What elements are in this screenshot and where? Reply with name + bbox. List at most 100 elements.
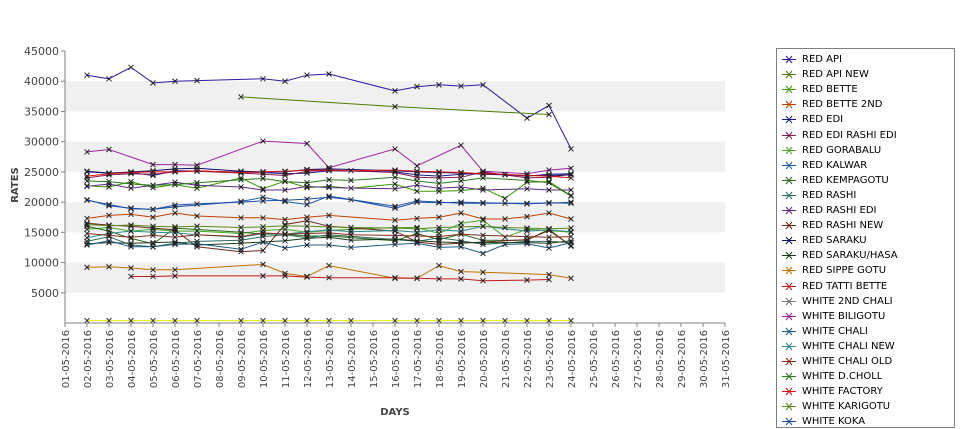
data-point — [84, 264, 90, 271]
x-tick-label: 31-05-2016 — [721, 330, 732, 388]
series-1 — [238, 94, 552, 118]
legend-label: RED API NEW — [802, 69, 869, 81]
legend-swatch-icon — [782, 236, 796, 245]
series-24 — [84, 194, 574, 213]
data-point — [326, 71, 332, 77]
data-point — [502, 224, 508, 231]
legend-item: RED API — [781, 52, 842, 67]
data-point — [502, 241, 508, 248]
data-point — [150, 214, 156, 221]
legend-item: RED EDI — [781, 112, 843, 127]
x-tick-label: 28-05-2016 — [655, 330, 666, 388]
y-tick-label: 20000 — [24, 196, 59, 209]
data-point — [524, 225, 530, 231]
legend-label: WHITE BILIGOTU — [802, 310, 886, 322]
data-point — [546, 102, 552, 109]
data-point — [150, 80, 156, 86]
data-point — [502, 234, 508, 241]
legend-label: WHITE FACTORY — [802, 386, 883, 398]
data-point — [260, 75, 266, 82]
x-tick-label: 12-05-2016 — [303, 330, 314, 388]
x-tick-label: 04-05-2016 — [127, 330, 138, 388]
data-point — [568, 193, 574, 199]
legend-item: WHITE KARIGOTU — [781, 399, 890, 414]
data-point — [150, 184, 156, 191]
data-point — [238, 176, 244, 183]
data-point — [326, 184, 332, 191]
data-point — [568, 199, 574, 205]
data-point — [282, 245, 288, 251]
data-point — [414, 199, 420, 205]
data-point — [436, 262, 442, 269]
x-tick-label: 23-05-2016 — [545, 330, 556, 388]
data-point — [238, 199, 244, 205]
x-tick-label: 20-05-2016 — [479, 330, 490, 388]
legend: RED API RED API NEW RED BETTE RED BETTE 2ND… — [776, 48, 955, 428]
legend-swatch-icon — [782, 191, 796, 200]
data-point — [546, 276, 552, 283]
legend-item: WHITE D.CHOLL — [781, 369, 882, 384]
legend-label: RED SARAKU/HASA — [802, 250, 898, 262]
data-point — [458, 83, 464, 89]
legend-swatch-icon — [782, 161, 796, 170]
legend-swatch-icon — [782, 282, 796, 290]
data-point — [436, 185, 442, 192]
grid-band — [65, 141, 725, 172]
data-point — [546, 167, 552, 173]
data-point — [172, 210, 178, 216]
x-tick-label: 26-05-2016 — [611, 330, 622, 388]
x-tick-label: 03-05-2016 — [105, 330, 116, 388]
data-point — [392, 317, 398, 324]
data-point — [150, 317, 156, 324]
data-point — [260, 230, 266, 236]
series-line — [131, 275, 550, 282]
data-point — [546, 179, 552, 186]
data-point — [568, 216, 574, 222]
data-point — [348, 244, 354, 251]
data-point — [524, 213, 530, 220]
data-point — [436, 169, 442, 175]
data-point — [260, 224, 266, 230]
data-point — [480, 81, 486, 88]
data-point — [150, 266, 156, 273]
data-point — [260, 138, 266, 144]
data-point — [524, 185, 530, 192]
series-16 — [84, 317, 574, 324]
legend-swatch-icon — [782, 372, 796, 381]
data-point — [414, 317, 420, 324]
data-point — [194, 231, 200, 238]
data-point — [326, 167, 332, 173]
series-line — [86, 225, 572, 239]
data-point — [304, 317, 310, 324]
data-point — [304, 223, 310, 230]
data-point — [172, 202, 178, 208]
data-point — [414, 182, 420, 189]
data-point — [238, 240, 244, 247]
data-point — [326, 176, 332, 183]
data-point — [150, 273, 156, 280]
data-point — [392, 103, 398, 110]
legend-item: RED RASHI EDI — [781, 203, 877, 218]
x-axis-title: DAYS — [380, 407, 410, 418]
x-tick-label: 19-05-2016 — [457, 330, 468, 388]
data-point — [392, 241, 398, 248]
data-point — [546, 210, 552, 216]
data-point — [348, 177, 354, 184]
x-tick-label: 14-05-2016 — [347, 330, 358, 388]
data-point — [458, 224, 464, 230]
data-point — [480, 168, 486, 175]
data-point — [326, 224, 332, 230]
data-point — [502, 171, 508, 178]
data-point — [106, 237, 112, 244]
data-point — [414, 215, 420, 222]
data-point — [84, 183, 90, 190]
data-point — [304, 72, 310, 79]
data-point — [194, 240, 200, 247]
y-tick-label: 35000 — [24, 105, 59, 118]
data-point — [172, 239, 178, 245]
data-point — [304, 184, 310, 191]
data-point — [150, 182, 156, 189]
data-point — [84, 72, 90, 79]
legend-label: WHITE D.CHOLL — [802, 371, 883, 383]
series-0 — [84, 64, 574, 152]
